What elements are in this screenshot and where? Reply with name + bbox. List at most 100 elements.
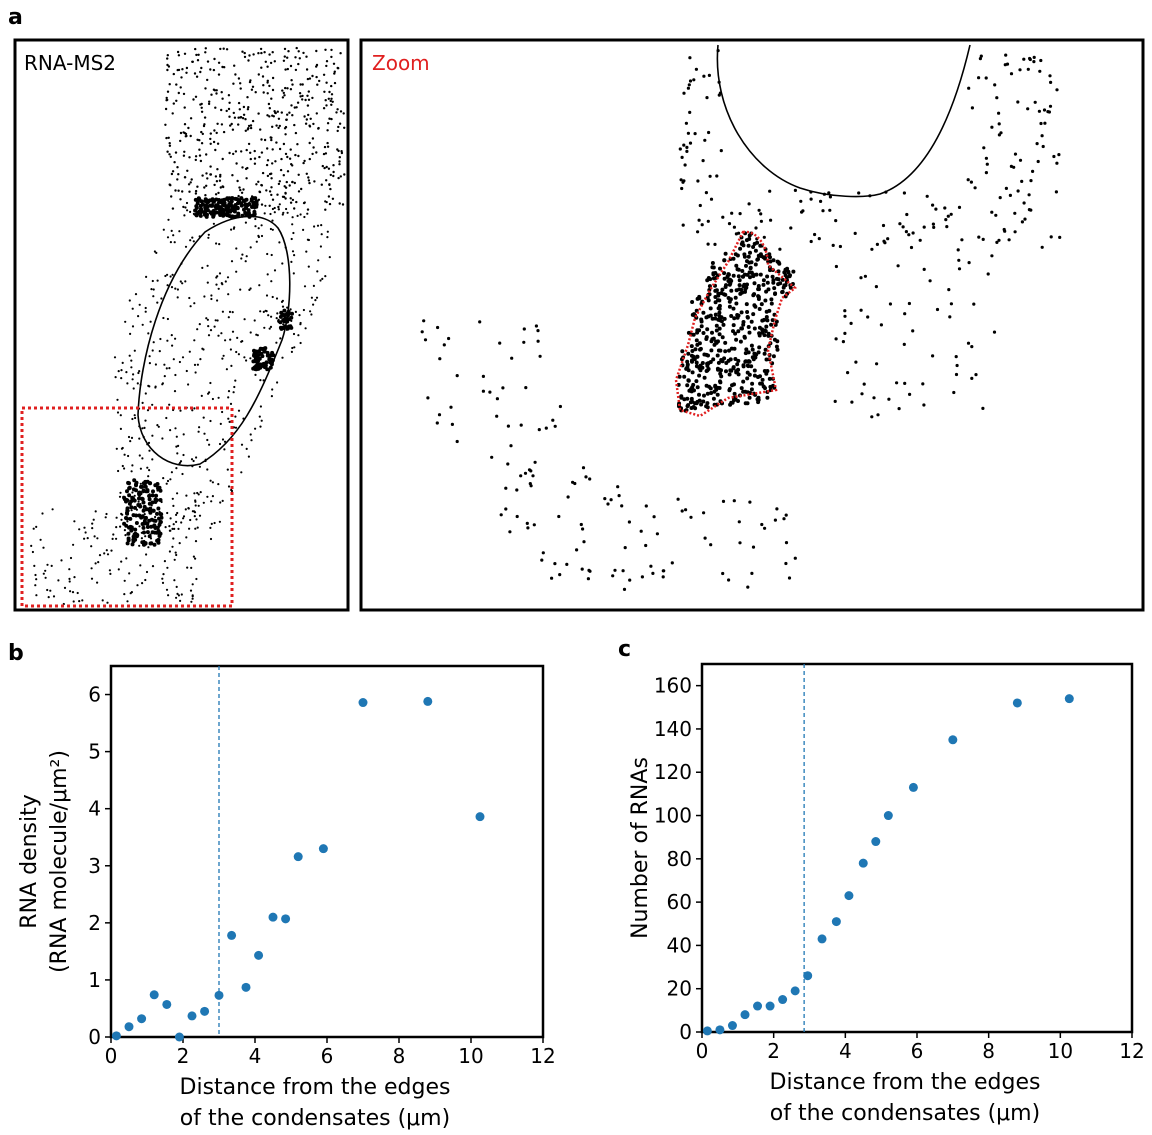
rna-dot bbox=[298, 314, 301, 317]
rna-dot bbox=[209, 479, 212, 482]
rna-dot bbox=[1054, 190, 1058, 194]
rna-dot bbox=[325, 179, 328, 182]
rna-dot bbox=[138, 454, 141, 457]
rna-dot bbox=[758, 252, 763, 257]
rna-dot bbox=[1022, 201, 1026, 205]
rna-dot bbox=[149, 524, 154, 529]
rna-dot bbox=[908, 392, 912, 396]
rna-dot bbox=[1033, 100, 1037, 104]
rna-dot bbox=[977, 76, 981, 80]
rna-dot bbox=[215, 180, 219, 183]
rna-dot bbox=[984, 156, 989, 160]
rna-dot bbox=[292, 332, 296, 336]
rna-dot bbox=[684, 121, 689, 125]
rna-dot bbox=[729, 368, 734, 373]
rna-dot bbox=[282, 174, 285, 177]
data-point bbox=[1012, 698, 1022, 708]
rna-dot bbox=[158, 498, 163, 502]
data-point bbox=[883, 811, 893, 821]
rna-dot bbox=[281, 89, 284, 92]
rna-dot bbox=[325, 165, 328, 169]
rna-dot bbox=[307, 265, 310, 268]
rna-dot bbox=[875, 362, 879, 366]
rna-dot bbox=[175, 585, 178, 589]
rna-dot bbox=[336, 66, 339, 70]
rna-dot bbox=[258, 284, 261, 287]
rna-dot bbox=[166, 63, 169, 67]
rna-dot bbox=[243, 356, 246, 359]
rna-dot bbox=[188, 527, 191, 530]
rna-dot bbox=[162, 316, 165, 320]
rna-dot bbox=[768, 259, 773, 264]
rna-dot bbox=[225, 109, 228, 113]
rna-dot bbox=[251, 200, 256, 205]
rna-dot bbox=[191, 583, 194, 586]
rna-dot bbox=[932, 225, 936, 229]
rna-dot bbox=[741, 379, 746, 384]
rna-dot bbox=[764, 357, 769, 362]
rna-dot bbox=[134, 416, 137, 420]
rna-dot bbox=[1042, 108, 1047, 112]
rna-dot bbox=[689, 406, 694, 410]
rna-dot bbox=[237, 409, 241, 412]
rna-dot bbox=[223, 66, 226, 69]
rna-dot bbox=[995, 240, 999, 244]
rna-dot bbox=[763, 386, 767, 391]
rna-dot bbox=[152, 341, 155, 344]
rna-dot bbox=[849, 321, 853, 325]
rna-dot bbox=[249, 357, 252, 360]
rna-dot bbox=[616, 485, 620, 489]
rna-dot bbox=[551, 418, 555, 422]
rna-dot bbox=[751, 312, 756, 317]
rna-dot bbox=[152, 295, 155, 298]
rna-dot bbox=[196, 196, 201, 201]
rna-dot bbox=[209, 68, 212, 71]
rna-dot bbox=[196, 363, 199, 366]
data-point bbox=[268, 912, 278, 922]
rna-dot bbox=[229, 204, 234, 208]
x-tick-label: 0 bbox=[696, 1039, 709, 1063]
rna-dot bbox=[142, 504, 147, 509]
rna-dot bbox=[752, 292, 757, 297]
rna-dot bbox=[98, 554, 102, 557]
rna-dot bbox=[697, 294, 702, 299]
rna-dot bbox=[199, 159, 203, 163]
rna-dot bbox=[115, 516, 118, 519]
rna-dot bbox=[154, 363, 157, 366]
rna-dot bbox=[875, 242, 880, 246]
rna-dot bbox=[329, 187, 332, 191]
rna-dot bbox=[972, 302, 976, 306]
rna-dot bbox=[269, 61, 273, 65]
rna-dot bbox=[695, 385, 700, 390]
rna-dot bbox=[229, 348, 232, 351]
rna-dot bbox=[325, 81, 328, 84]
rna-dot bbox=[252, 359, 257, 364]
rna-dot bbox=[134, 482, 138, 487]
rna-dot bbox=[191, 594, 194, 597]
rna-dot bbox=[879, 323, 884, 327]
rna-dot bbox=[157, 534, 162, 538]
rna-dot bbox=[254, 91, 257, 94]
rna-dot bbox=[289, 148, 292, 151]
rna-dot bbox=[1003, 229, 1007, 233]
rna-dot bbox=[293, 106, 296, 109]
rna-dot bbox=[620, 504, 624, 508]
rna-dot bbox=[784, 561, 788, 566]
rna-dot bbox=[127, 501, 132, 506]
rna-dot bbox=[83, 526, 86, 529]
rna-dot bbox=[68, 568, 71, 571]
rna-dot bbox=[193, 515, 196, 518]
rna-dot bbox=[760, 381, 764, 386]
rna-dot bbox=[259, 310, 262, 313]
rna-dot bbox=[293, 181, 296, 185]
rna-dot bbox=[130, 436, 134, 439]
rna-dot bbox=[1055, 88, 1059, 92]
rna-dot bbox=[50, 564, 53, 568]
rna-dot bbox=[301, 83, 304, 86]
rna-dot bbox=[170, 172, 174, 176]
y-tick-label: 120 bbox=[654, 760, 692, 784]
rna-dot bbox=[148, 506, 153, 511]
rna-dot bbox=[134, 521, 139, 525]
rna-dot bbox=[986, 272, 990, 276]
